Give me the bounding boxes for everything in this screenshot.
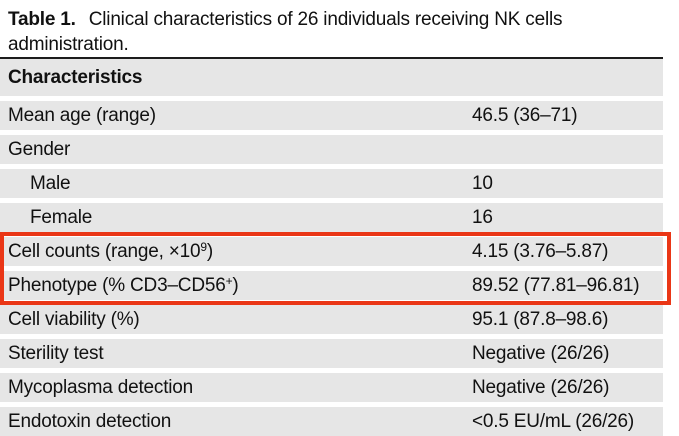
highlight-box: Cell counts (range, ×109) 4.15 (3.76–5.87… xyxy=(0,232,671,305)
clinical-characteristics-table: Characteristics Mean age (range) 46.5 (36… xyxy=(0,57,671,436)
row-label: Cell counts (range, ×109) xyxy=(8,239,214,262)
row-label-superscript: + xyxy=(225,273,233,288)
table-caption-text: Clinical characteristics of 26 individua… xyxy=(8,9,563,55)
row-value: 46.5 (36–71) xyxy=(472,104,578,126)
row-label: Male xyxy=(30,172,71,194)
row-value: 89.52 (77.81–96.81) xyxy=(472,274,640,296)
table-caption-label: Table 1. xyxy=(8,9,76,30)
row-label: Sterility test xyxy=(8,342,104,364)
table-row: Male 10 xyxy=(0,169,663,198)
table-rows: Mean age (range) 46.5 (36–71) Gender Male 10… xyxy=(0,101,671,436)
table-row: Phenotype (% CD3–CD56+) 89.52 (77.81–96.8… xyxy=(0,271,663,300)
table-row: Mycoplasma detection Negative (26/26) xyxy=(0,373,663,402)
table-row: Female 16 xyxy=(0,203,663,232)
row-value: 95.1 (87.8–98.6) xyxy=(472,308,609,330)
table-row: Cell viability (%) 95.1 (87.8–98.6) xyxy=(0,305,663,334)
table-row: Mean age (range) 46.5 (36–71) xyxy=(0,101,663,130)
table-row: Cell counts (range, ×109) 4.15 (3.76–5.87… xyxy=(0,237,663,266)
table-header-label: Characteristics xyxy=(8,66,143,88)
row-value: 16 xyxy=(472,206,493,228)
row-label: Endotoxin detection xyxy=(8,410,172,432)
row-label: Female xyxy=(30,206,93,228)
table-header-row: Characteristics xyxy=(0,59,663,96)
row-label-superscript: 9 xyxy=(200,239,207,254)
table-caption: Table 1. Clinical characteristics of 26 i… xyxy=(0,0,653,57)
table-row: Gender xyxy=(0,135,663,164)
row-value: 10 xyxy=(472,172,493,194)
row-label: Mycoplasma detection xyxy=(8,376,194,398)
row-label: Phenotype (% CD3–CD56+) xyxy=(8,273,239,296)
row-label: Mean age (range) xyxy=(8,104,156,126)
row-value: <0.5 EU/mL (26/26) xyxy=(472,410,635,432)
row-value: Negative (26/26) xyxy=(472,376,610,398)
table-row: Endotoxin detection <0.5 EU/mL (26/26) xyxy=(0,407,663,436)
row-value: 4.15 (3.76–5.87) xyxy=(472,240,609,262)
row-label: Gender xyxy=(8,138,71,160)
row-label: Cell viability (%) xyxy=(8,308,140,330)
row-value: Negative (26/26) xyxy=(472,342,610,364)
table-row: Sterility test Negative (26/26) xyxy=(0,339,663,368)
